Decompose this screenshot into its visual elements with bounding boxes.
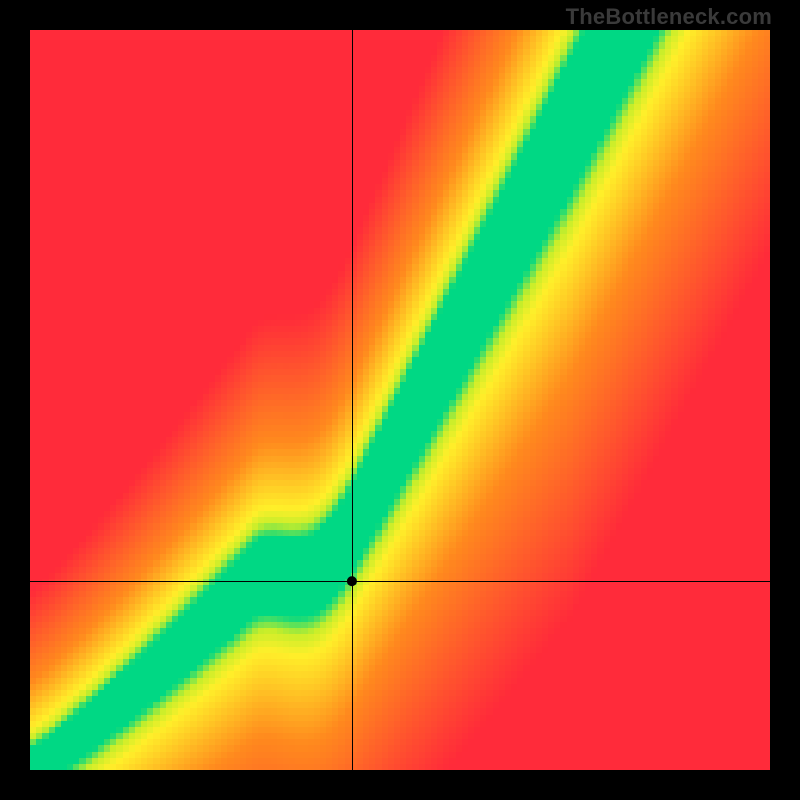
watermark-text: TheBottleneck.com: [566, 4, 772, 30]
bottleneck-heatmap: [0, 0, 800, 800]
